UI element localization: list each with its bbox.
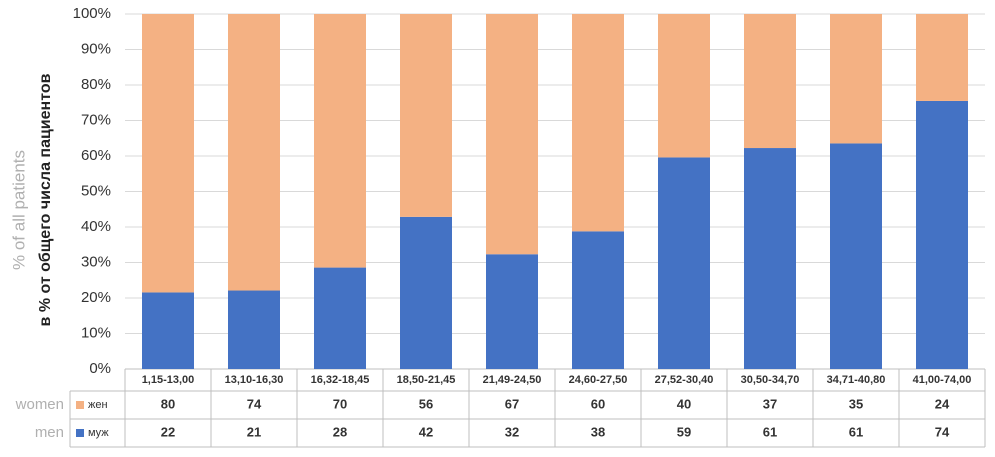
table-cell: 37 [763, 396, 777, 411]
legend-label: муж [88, 427, 109, 439]
table-cell: 32 [505, 424, 519, 439]
y-tick-label: 30% [81, 253, 111, 270]
x-tick-label: 1,15-13,00 [142, 374, 195, 386]
x-tick-label: 34,71-40,80 [827, 374, 886, 386]
table-cell: 28 [333, 424, 347, 439]
y-tick-label: 60% [81, 147, 111, 164]
bar-segment [486, 14, 538, 255]
bar-segment [572, 14, 624, 232]
table-cell: 67 [505, 396, 519, 411]
x-tick-label: 13,10-16,30 [225, 374, 284, 386]
y-tick-label: 50% [81, 182, 111, 199]
table-cell: 56 [419, 396, 433, 411]
table-cell: 38 [591, 424, 605, 439]
bar-segment [228, 290, 280, 369]
bar-segment [142, 14, 194, 293]
table-cell: 60 [591, 396, 605, 411]
y-tick-label: 100% [73, 5, 111, 22]
y-tick-label: 20% [81, 289, 111, 306]
bar-segment [228, 14, 280, 291]
table-cell: 24 [935, 396, 950, 411]
bar-segment [830, 14, 882, 144]
x-tick-label: 16,32-18,45 [311, 374, 370, 386]
y-tick-label: 80% [81, 76, 111, 93]
bar-segment [744, 14, 796, 149]
y-tick-label: 10% [81, 324, 111, 341]
bar-segment [916, 14, 968, 101]
bar-segment [916, 100, 968, 369]
x-tick-label: 27,52-30,40 [655, 374, 714, 386]
x-tick-label: 24,60-27,50 [569, 374, 628, 386]
y-axis-label-en: % of all patients [9, 150, 28, 270]
table-cell: 61 [849, 424, 863, 439]
bar-segment [486, 254, 538, 369]
table-cell: 74 [935, 424, 950, 439]
bar-segment [314, 267, 366, 369]
table-cell: 59 [677, 424, 691, 439]
table-cell: 22 [161, 424, 175, 439]
x-tick-label: 30,50-34,70 [741, 374, 800, 386]
table-cell: 40 [677, 396, 691, 411]
table-cell: 74 [247, 396, 262, 411]
legend-swatch [76, 401, 84, 409]
legend-label-en: women [15, 396, 64, 413]
x-tick-label: 21,49-24,50 [483, 374, 542, 386]
bar-segment [572, 231, 624, 369]
legend-swatch [76, 429, 84, 437]
bar-segment [142, 292, 194, 369]
x-tick-label: 18,50-21,45 [397, 374, 456, 386]
bar-segment [314, 14, 366, 268]
y-tick-label: 90% [81, 40, 111, 57]
bar-segment [400, 14, 452, 217]
bar-segment [400, 216, 452, 369]
x-tick-label: 41,00-74,00 [913, 374, 972, 386]
y-tick-label: 0% [89, 360, 111, 377]
bar-segment [658, 157, 710, 369]
table-cell: 42 [419, 424, 433, 439]
table-cell: 70 [333, 396, 347, 411]
y-tick-label: 70% [81, 111, 111, 128]
table-cell: 80 [161, 396, 175, 411]
y-tick-label: 40% [81, 218, 111, 235]
table-cell: 61 [763, 424, 777, 439]
bar-segment [658, 14, 710, 158]
table-cell: 21 [247, 424, 261, 439]
legend-label-en: men [35, 424, 64, 441]
bar-segment [744, 148, 796, 369]
table-cell: 35 [849, 396, 863, 411]
bar-segment [830, 143, 882, 369]
y-axis-label: в % от общего числа пациентов [37, 73, 54, 326]
legend-label: жен [88, 399, 108, 411]
